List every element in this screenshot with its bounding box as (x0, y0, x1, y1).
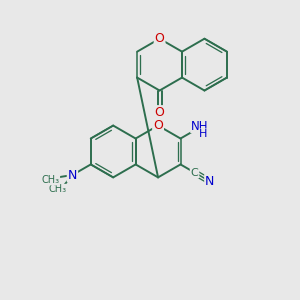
Text: O: O (155, 32, 164, 45)
Text: O: O (153, 119, 163, 132)
Text: CH₃: CH₃ (49, 184, 67, 194)
Text: NH: NH (191, 119, 208, 133)
Text: N: N (205, 175, 214, 188)
Text: C: C (191, 167, 198, 178)
Text: N: N (68, 169, 77, 182)
Text: CH₃: CH₃ (42, 175, 60, 185)
Text: O: O (155, 106, 164, 119)
Text: H: H (199, 129, 207, 139)
